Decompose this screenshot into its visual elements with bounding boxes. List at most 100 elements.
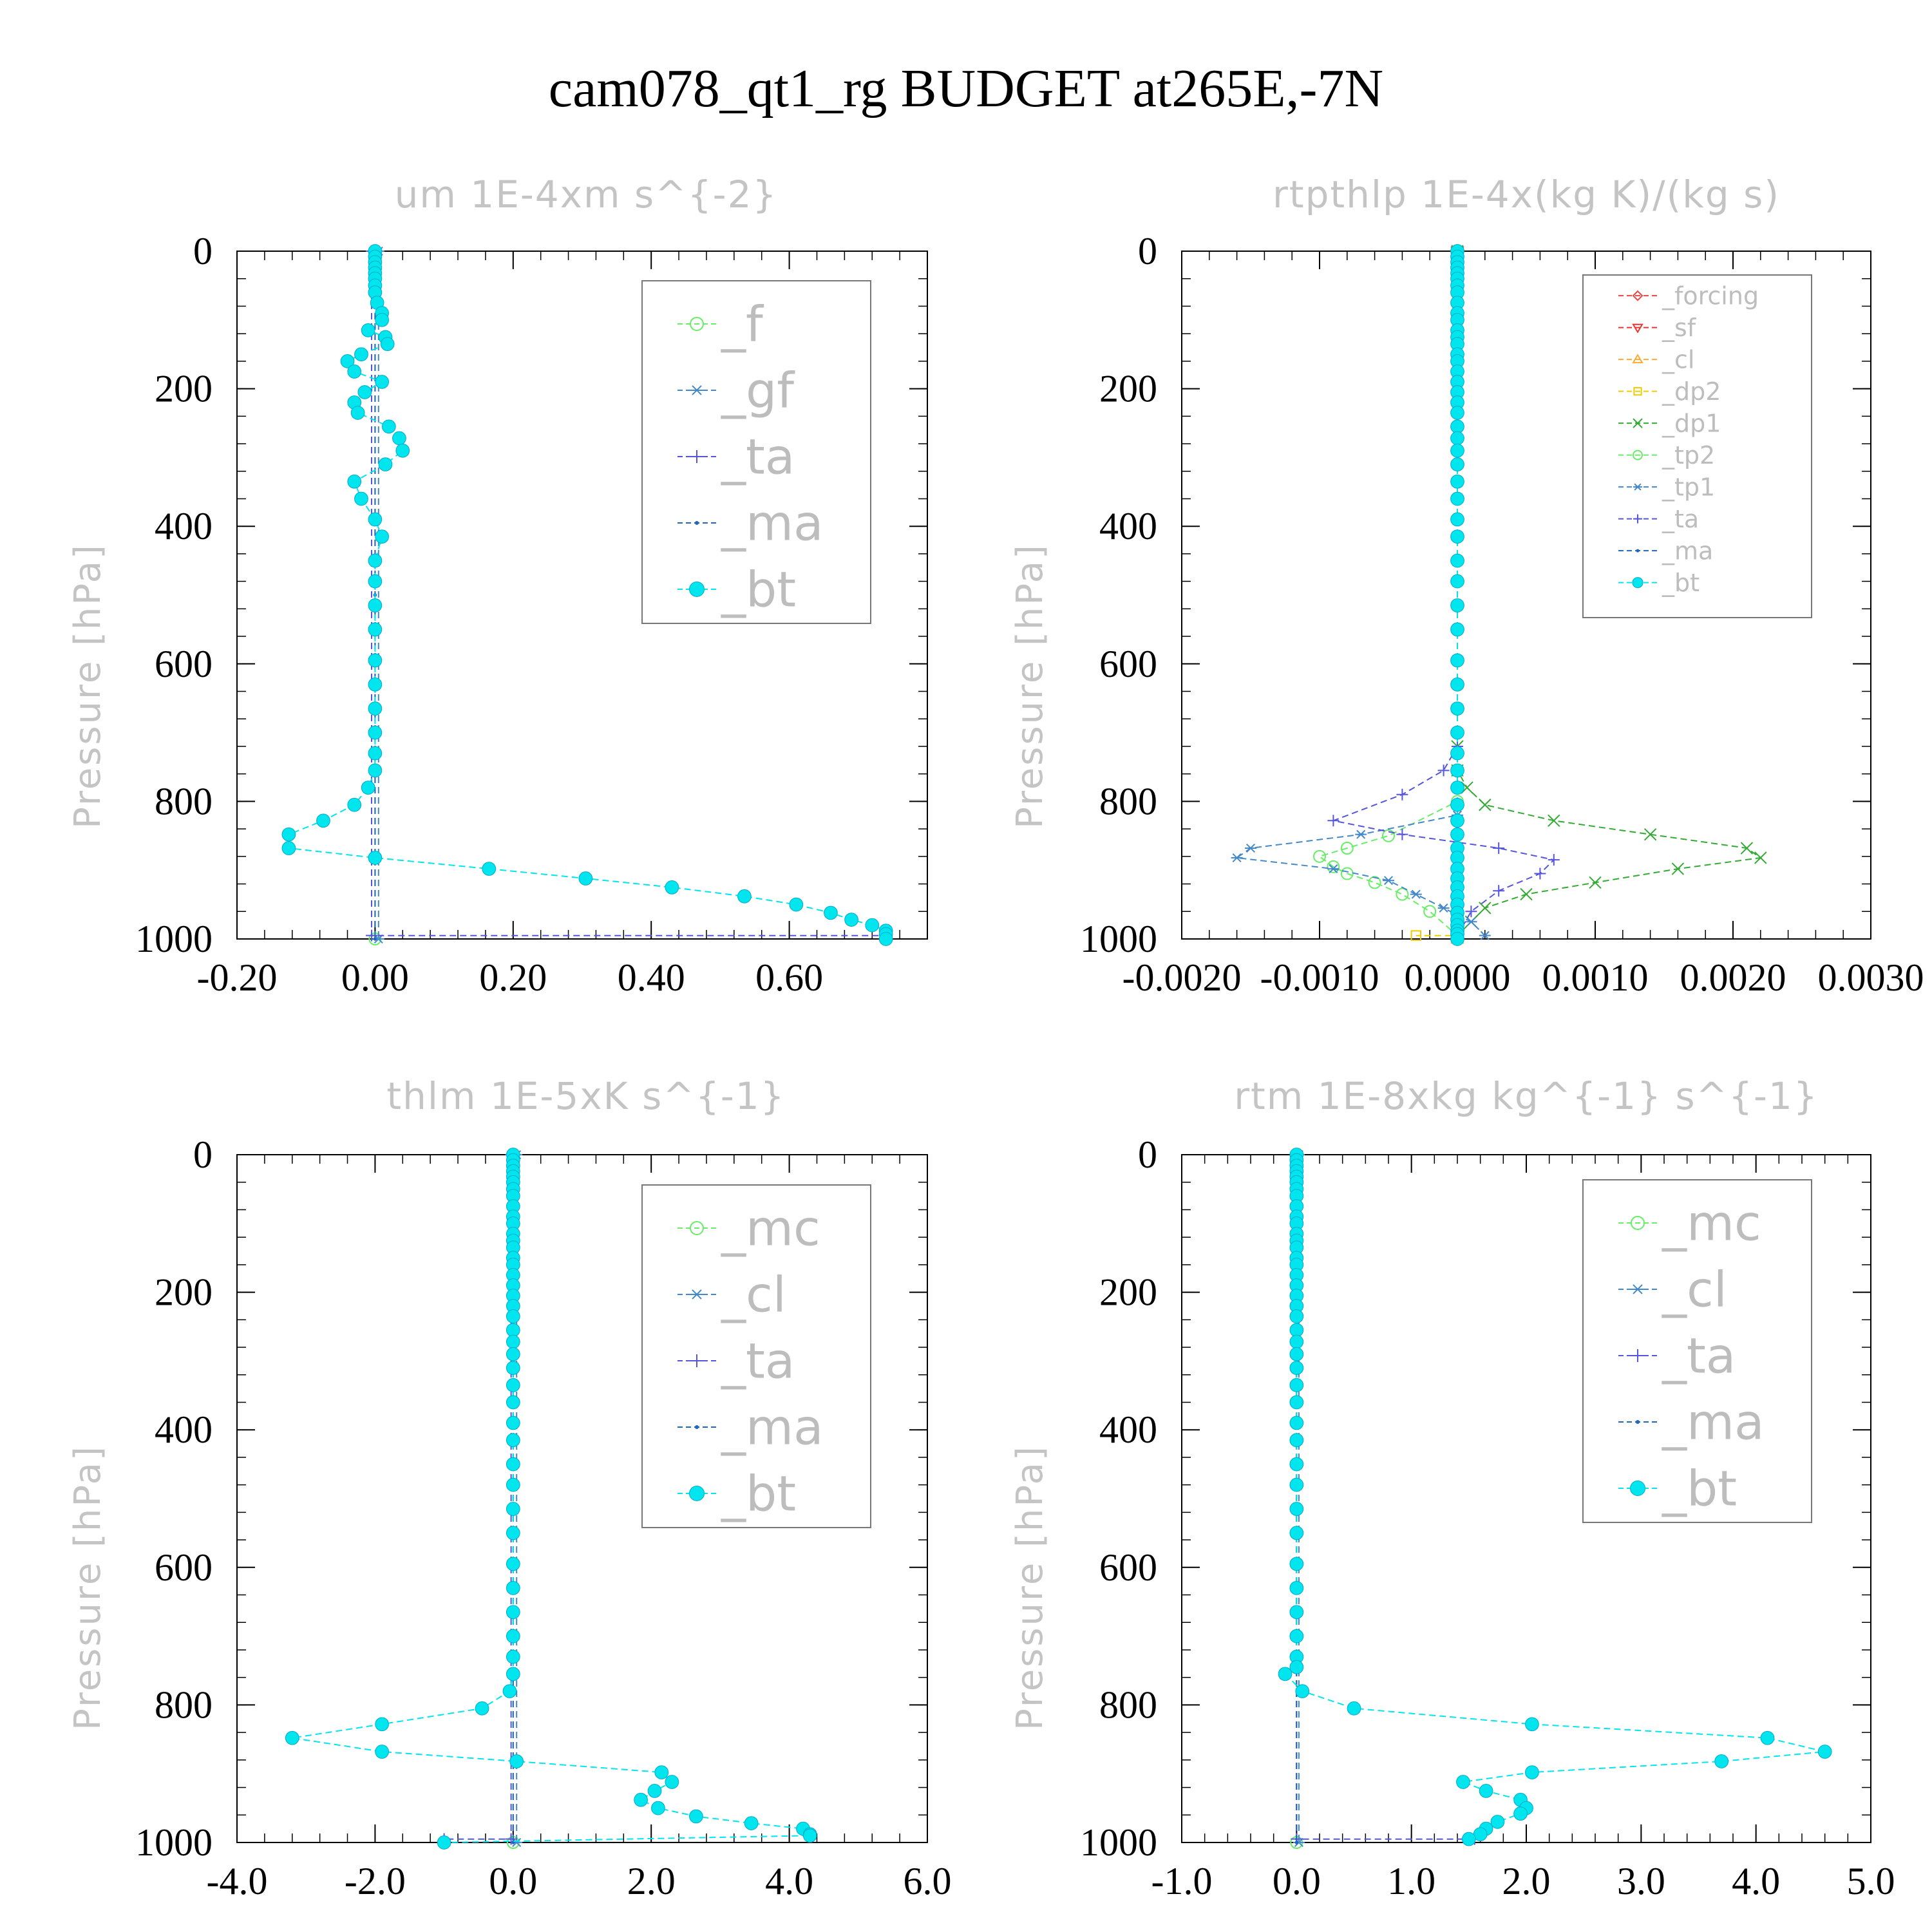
legend-marker [690,1354,703,1367]
data-point [1396,887,1409,901]
x-tick-label: 6.0 [904,1860,952,1902]
data-point [1450,701,1464,716]
legend-marker [1630,1480,1645,1496]
series-bt [285,1148,817,1850]
data-point [368,763,383,778]
legend-label: _cl [721,1266,786,1323]
series-bt [281,244,893,946]
data-point [651,1801,665,1815]
legend-label: _cl [1662,1261,1727,1318]
data-point [1525,1765,1539,1779]
data-point [506,1667,520,1681]
data-point [1289,1457,1304,1472]
x-tick-label: 4.0 [765,1860,813,1902]
panel-title: thlm 1E-5xK s^{-1} [386,1074,785,1118]
data-point [1327,864,1340,874]
data-point [1450,677,1464,692]
legend-label: _ma [721,1399,824,1456]
legend-label: _ta [1662,505,1699,533]
data-point [361,323,375,337]
data-point [634,1792,648,1807]
panel-title: rtm 1E-8xkg kg^{-1} s^{-1} [1234,1074,1819,1118]
series-line [1283,1155,1825,1840]
data-point [502,1684,517,1698]
data-point [1450,474,1464,489]
data-point [1548,854,1560,866]
data-point [1396,828,1408,840]
y-tick-label: 800 [1099,1683,1157,1726]
data-point [1289,1477,1304,1492]
legend: _f _gf _ta _ma _bt [641,280,871,624]
plot-frame [236,251,928,940]
y-tick-label: 1000 [135,1821,213,1864]
series-line [1457,251,1763,936]
data-point [1450,725,1464,740]
data-point [1289,1347,1304,1361]
data-point [1450,932,1464,946]
y-tick-label: 1000 [1080,918,1157,960]
data-point [354,491,368,506]
data-point [1817,1745,1832,1759]
data-point [375,1745,389,1759]
data-point [1589,876,1602,889]
series-ta [1327,245,1560,942]
panel-title: rtpthlp 1E-4x(kg K)/(kg s) [1273,173,1780,216]
x-tick-label: -1.0 [1151,1860,1213,1902]
data-point [354,347,368,362]
data-point [1347,1701,1361,1716]
data-point [665,1775,679,1789]
x-tick-label: 0.0030 [1818,956,1924,999]
data-point [1382,829,1395,842]
x-tick-label: -0.0010 [1260,956,1379,999]
data-point [1465,905,1477,918]
data-point [1450,574,1464,589]
series-ta [1291,1149,1481,1845]
legend-box [641,1184,871,1528]
series-tp2 [1313,245,1464,942]
data-point [1534,867,1546,880]
legend-marker [1633,514,1642,524]
data-point [506,1416,520,1430]
data-point [1289,1309,1304,1323]
x-tick-label: 0.40 [618,956,685,999]
legend: _mc _cl _ta _ma _bt [641,1184,871,1528]
legend-label: _mc [1662,1195,1761,1252]
data-point [368,851,383,865]
y-tick-label: 400 [1099,1408,1157,1451]
y-tick-label: 400 [155,1408,213,1451]
data-point [506,1334,520,1349]
data-point [1289,1526,1304,1540]
data-point [1671,862,1685,875]
y-tick-label: 800 [155,780,213,822]
x-tick-label: 3.0 [1617,1860,1665,1902]
data-point [1714,1754,1729,1768]
legend-label: _tp2 [1662,441,1715,469]
y-tick-label: 600 [1099,643,1157,685]
legend-label: _ma [721,495,824,552]
legend-label: _ma [1662,536,1713,565]
data-point [373,937,377,941]
legend: _mc _cl _ta _ma _bt [1582,1179,1812,1523]
legend: _forcing _sf _cl _dp2 _dp1 _tp2 _tp1 _ta _ma _bt [1582,274,1812,618]
x-tick-label: 2.0 [627,1860,676,1902]
data-point [844,913,858,927]
x-tick-label: 4.0 [1732,1860,1780,1902]
data-point [1313,849,1326,863]
data-point [1548,814,1560,828]
data-point [1450,827,1464,842]
x-tick-label: 1.0 [1387,1860,1435,1902]
data-point [392,431,406,446]
data-point [1289,1323,1304,1338]
data-point [1437,764,1450,777]
data-point [375,312,389,327]
data-point [1450,622,1464,637]
data-point [1479,1784,1493,1798]
data-point [1289,1580,1304,1595]
data-point [1368,876,1381,889]
data-point [1410,930,1422,941]
data-point [506,1502,520,1516]
data-point [506,1649,520,1664]
series-ta [366,245,892,942]
legend-label: _dp1 [1662,409,1721,437]
